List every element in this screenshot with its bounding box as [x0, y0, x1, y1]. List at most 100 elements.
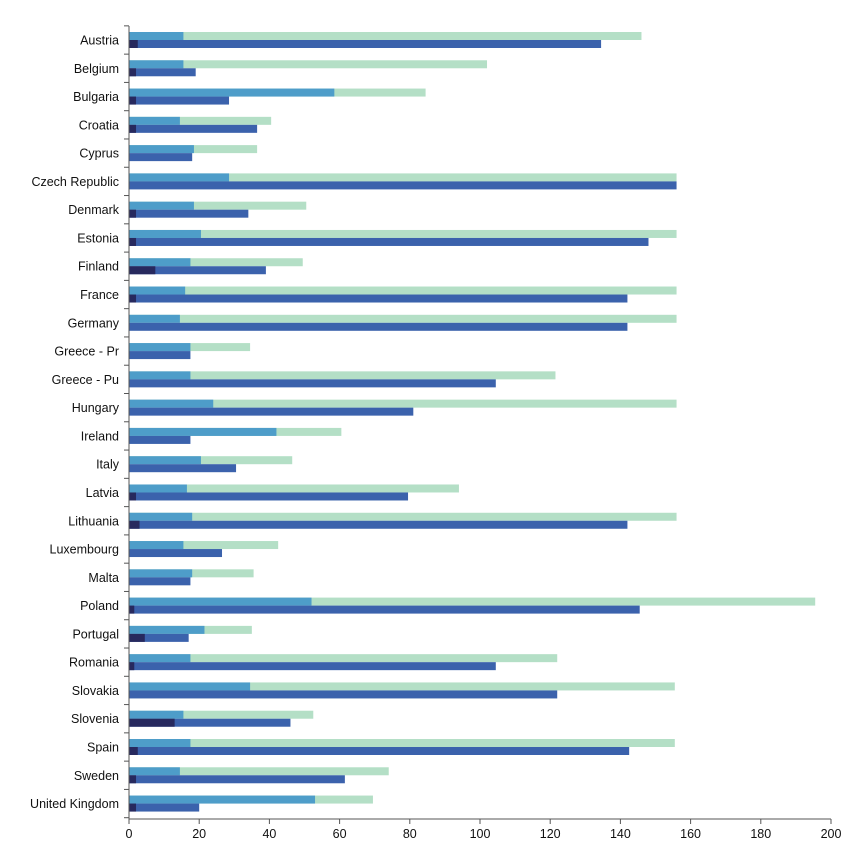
bar-denmark-series-2: [129, 201, 194, 210]
bar-lithuania-series-1: [129, 512, 677, 521]
bar-estonia-series-1: [129, 229, 677, 238]
category-label-latvia: Latvia: [86, 486, 119, 500]
bar-belgium-series-2: [129, 60, 184, 69]
bar-austria-series-3: [129, 40, 602, 48]
bar-croatia-series-2: [129, 116, 180, 125]
bar-latvia-series-1: [129, 484, 459, 493]
category-label-malta: Malta: [88, 571, 119, 585]
bar-romania-series-1: [129, 654, 558, 663]
bar-greece-pr-series-3: [129, 351, 191, 360]
bar-malta-series-3: [129, 577, 191, 586]
bar-belgium-series-1: [129, 60, 488, 69]
bar-latvia-series-3: [129, 492, 409, 501]
category-label-cyprus: Cyprus: [79, 147, 119, 161]
bar-finland-series-4: [129, 266, 156, 275]
bar-slovenia-series-4: [129, 718, 175, 727]
x-tick-label-80: 80: [403, 827, 417, 841]
x-tick-label-40: 40: [262, 827, 276, 841]
category-label-czech-republic: Czech Republic: [31, 175, 119, 189]
bar-sweden-series-1: [129, 767, 389, 776]
category-label-romania: Romania: [69, 656, 119, 670]
bar-spain-series-3: [129, 747, 630, 755]
bar-slovenia-series-1: [129, 710, 314, 719]
bar-united-kingdom-series-3: [129, 803, 200, 812]
bar-germany-series-3: [129, 322, 628, 331]
category-label-spain: Spain: [87, 741, 119, 755]
bar-finland-series-1: [129, 258, 303, 267]
bar-slovakia-series-3: [129, 690, 558, 699]
bar-croatia-series-4: [129, 124, 137, 133]
bar-poland-series-4: [129, 605, 135, 614]
bar-finland-series-2: [129, 258, 191, 267]
bar-spain-series-2: [129, 739, 191, 747]
bar-belgium-series-4: [129, 68, 137, 77]
bar-hungary-series-2: [129, 399, 214, 408]
category-label-sweden: Sweden: [74, 769, 119, 783]
bar-france-series-1: [129, 286, 677, 295]
category-label-united-kingdom: United Kingdom: [30, 797, 119, 811]
bar-france-series-3: [129, 294, 628, 303]
category-label-slovenia: Slovenia: [71, 712, 119, 726]
x-tick-label-60: 60: [333, 827, 347, 841]
x-tick-label-140: 140: [610, 827, 631, 841]
x-tick-label-200: 200: [821, 827, 842, 841]
labels-layer: Austria Belgium Bulgaria Croatia Cyprus Czech…: [30, 34, 841, 842]
category-label-italy: Italy: [96, 458, 120, 472]
bar-sweden-series-3: [129, 775, 345, 784]
bar-italy-series-1: [129, 456, 293, 465]
bar-bulgaria-series-2: [129, 88, 335, 97]
bar-romania-series-2: [129, 654, 191, 663]
bar-greece-pu-series-2: [129, 371, 191, 380]
category-label-poland: Poland: [80, 599, 119, 613]
bar-latvia-series-2: [129, 484, 187, 493]
bar-czech-republic-series-2: [129, 173, 230, 182]
bar-italy-series-2: [129, 456, 201, 465]
bar-hungary-series-3: [129, 407, 414, 416]
bar-spain-series-4: [129, 747, 138, 755]
bar-sweden-series-2: [129, 767, 180, 776]
bar-denmark-series-4: [129, 209, 137, 218]
x-tick-label-20: 20: [192, 827, 206, 841]
bar-luxembourg-series-3: [129, 549, 223, 558]
bar-estonia-series-4: [129, 237, 137, 246]
bar-latvia-series-4: [129, 492, 137, 501]
bar-croatia-series-3: [129, 124, 258, 133]
bar-croatia-series-1: [129, 116, 272, 125]
category-label-estonia: Estonia: [77, 231, 119, 245]
bar-cyprus-series-2: [129, 145, 194, 154]
bar-greece-pr-series-2: [129, 343, 191, 352]
bars-layer: [129, 32, 816, 812]
bar-luxembourg-series-1: [129, 541, 279, 550]
bar-portugal-series-2: [129, 625, 205, 634]
x-tick-label-0: 0: [126, 827, 133, 841]
category-label-croatia: Croatia: [79, 118, 119, 132]
category-label-finland: Finland: [78, 260, 119, 274]
bar-denmark-series-1: [129, 201, 307, 210]
bar-sweden-series-4: [129, 775, 137, 784]
bar-bulgaria-series-4: [129, 96, 137, 105]
bar-germany-series-2: [129, 314, 180, 323]
bar-lithuania-series-4: [129, 520, 140, 529]
x-tick-label-120: 120: [540, 827, 561, 841]
category-label-lithuania: Lithuania: [68, 514, 119, 528]
bar-france-series-2: [129, 286, 186, 295]
bar-united-kingdom-series-2: [129, 795, 316, 804]
bar-estonia-series-2: [129, 229, 201, 238]
category-label-hungary: Hungary: [72, 401, 120, 415]
bar-austria-series-2: [129, 32, 184, 40]
bar-estonia-series-3: [129, 237, 649, 246]
bar-greece-pu-series-3: [129, 379, 496, 388]
bar-austria-series-1: [129, 32, 642, 40]
bar-finland-series-3: [129, 266, 266, 275]
bar-ireland-series-2: [129, 427, 277, 436]
x-tick-label-100: 100: [470, 827, 491, 841]
x-tick-label-180: 180: [750, 827, 771, 841]
x-tick-label-160: 160: [680, 827, 701, 841]
bar-czech-republic-series-1: [129, 173, 677, 182]
bar-ireland-series-3: [129, 435, 191, 444]
category-label-luxembourg: Luxembourg: [50, 543, 120, 557]
category-label-ireland: Ireland: [81, 429, 119, 443]
bar-united-kingdom-series-4: [129, 803, 137, 812]
